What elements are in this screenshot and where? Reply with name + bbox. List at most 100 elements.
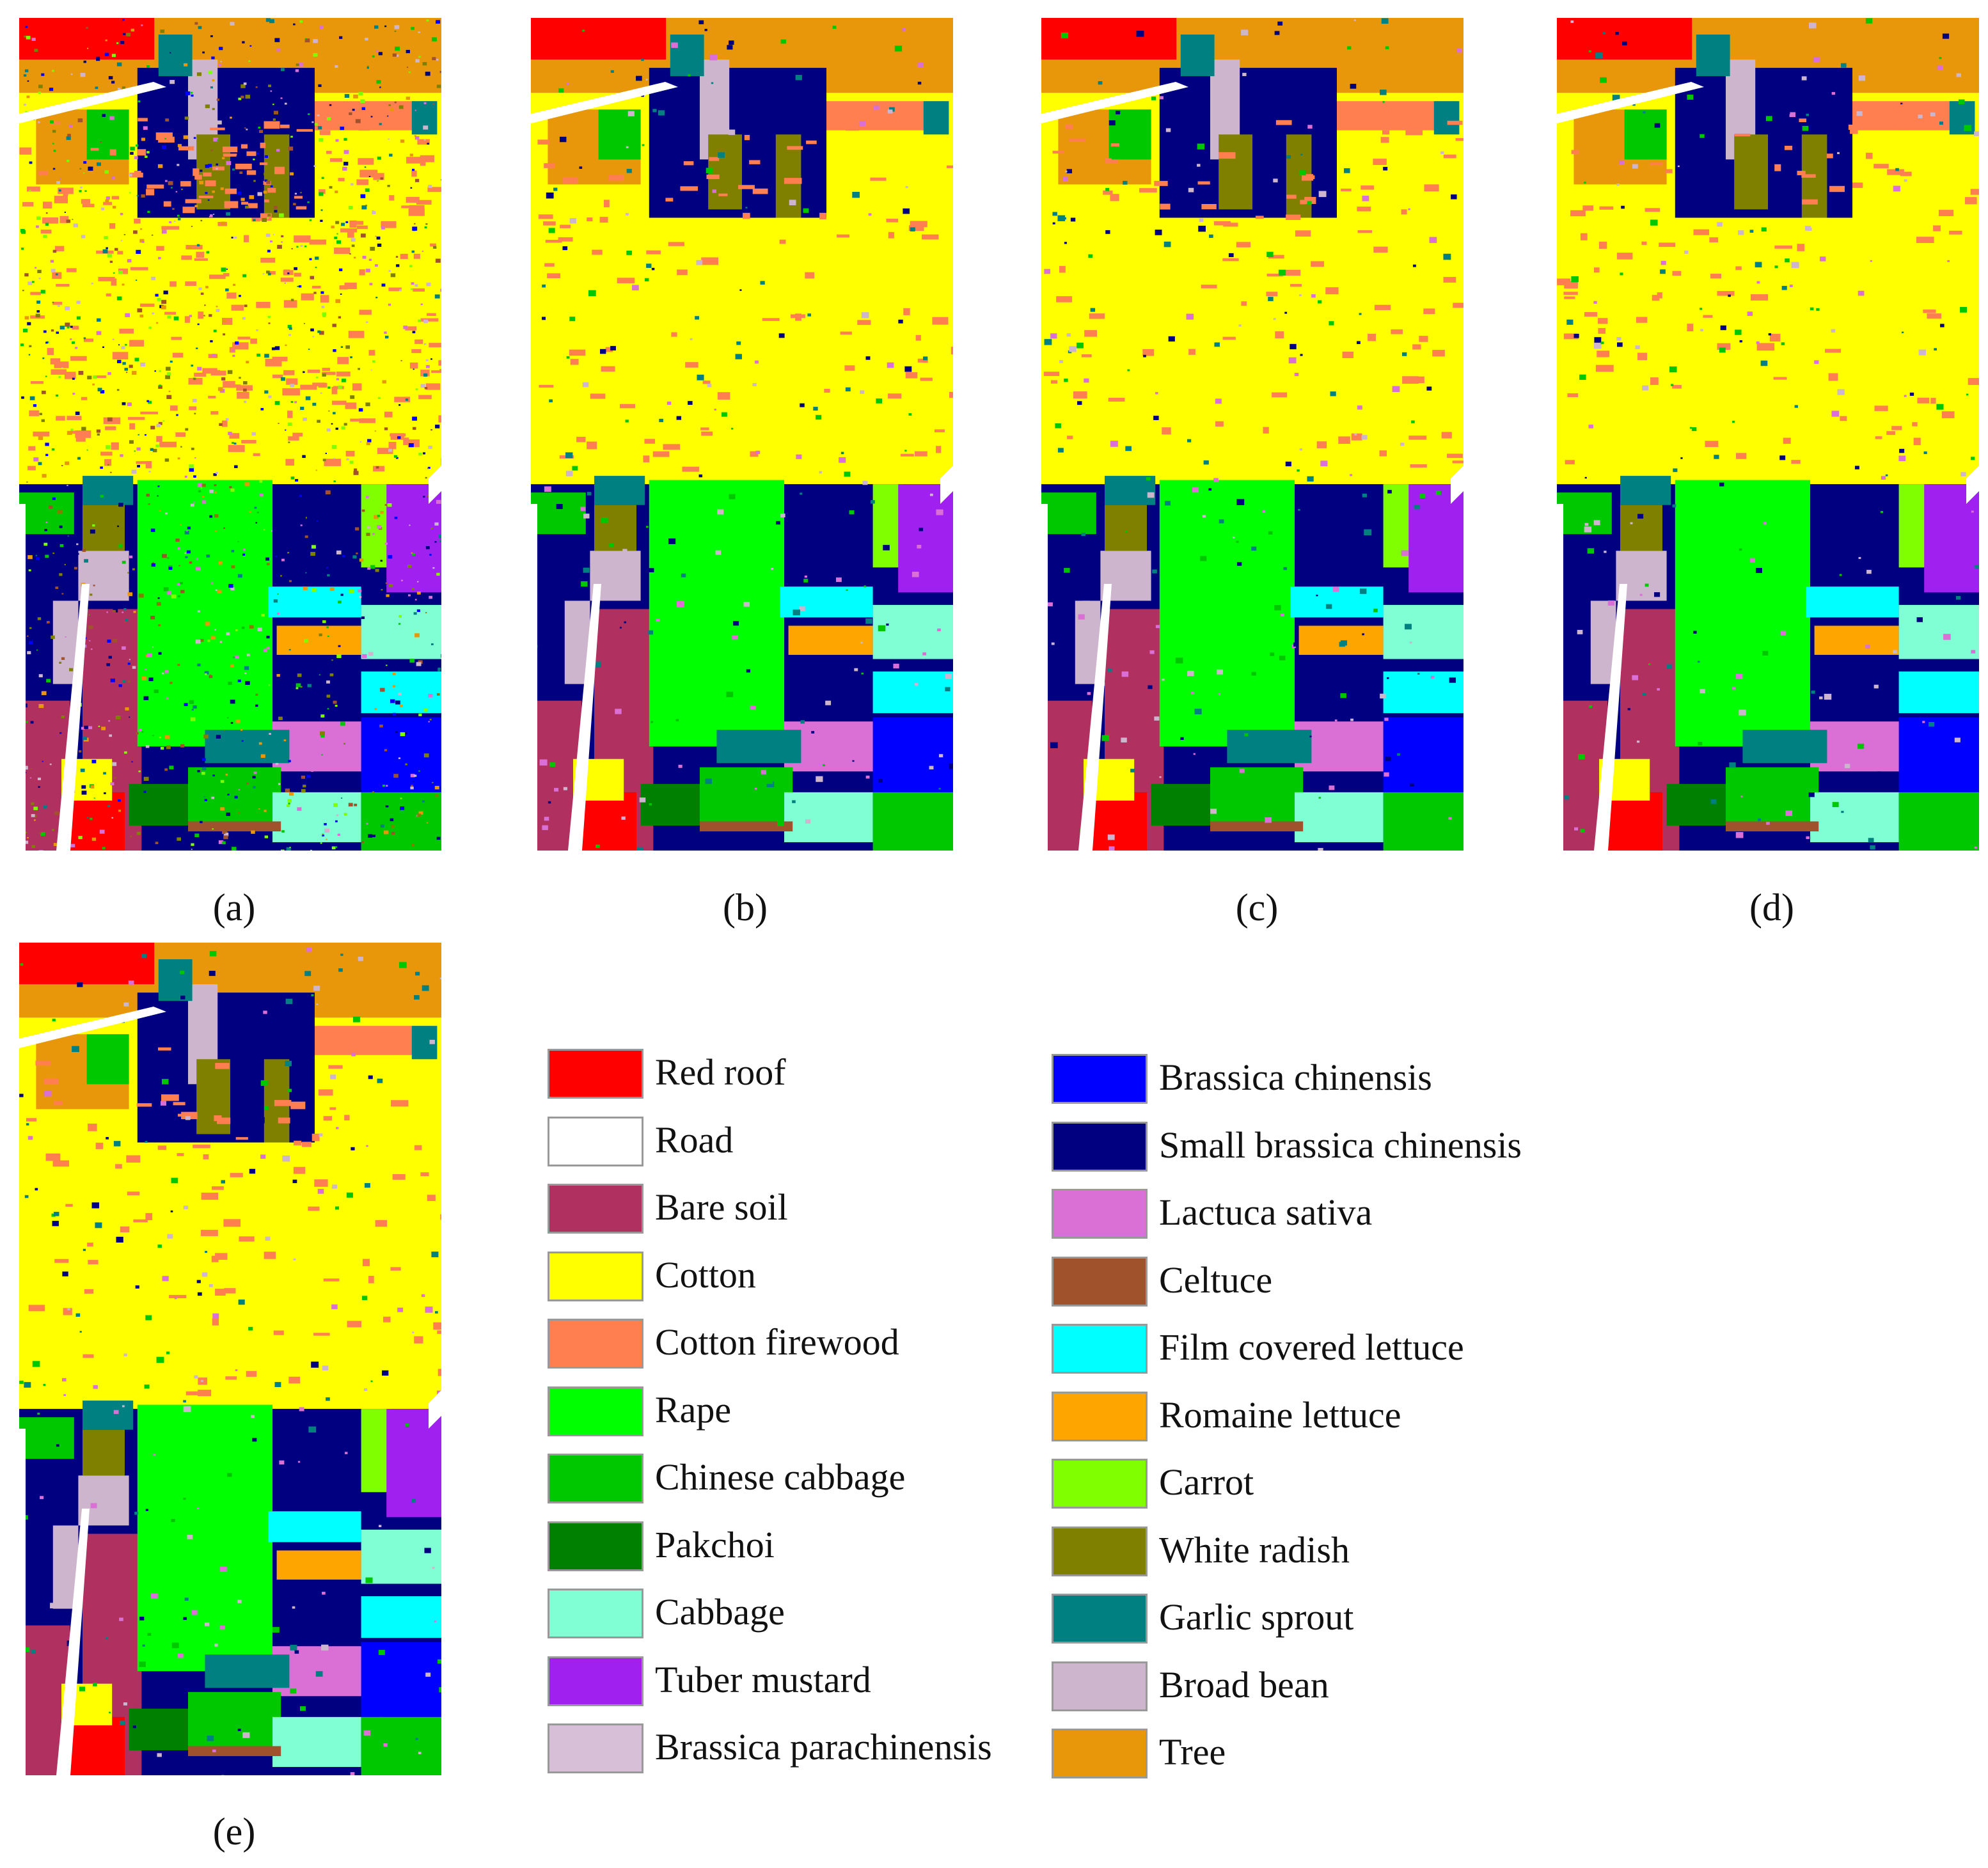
map-region — [358, 158, 374, 165]
map-region — [700, 767, 793, 826]
map-region — [1660, 269, 1666, 274]
map-region — [274, 401, 280, 405]
legend-label: Tuber mustard — [655, 1658, 871, 1700]
map-region — [146, 184, 164, 189]
map-region — [327, 117, 331, 121]
map-region — [83, 737, 88, 741]
map-region — [343, 813, 347, 816]
map-region — [159, 441, 177, 448]
map-region — [598, 109, 641, 160]
map-region — [70, 844, 75, 847]
map-region — [394, 25, 400, 29]
map-region — [1090, 308, 1096, 312]
map-region — [354, 468, 358, 471]
map-region — [878, 625, 886, 632]
map-region — [136, 447, 141, 451]
map-region — [1242, 72, 1247, 77]
map-region — [1374, 304, 1391, 310]
map-region — [154, 370, 157, 372]
map-region — [23, 765, 28, 770]
map-region — [222, 157, 225, 160]
map-region — [1268, 255, 1284, 259]
map-region — [560, 224, 571, 228]
map-region — [83, 476, 134, 505]
map-region — [102, 114, 106, 117]
map-region — [212, 1313, 219, 1319]
map-region — [410, 774, 415, 778]
map-region — [173, 220, 176, 223]
map-region — [1419, 494, 1426, 498]
map-region — [116, 1236, 123, 1243]
map-region — [411, 785, 413, 787]
map-region — [583, 567, 590, 573]
map-region — [212, 354, 216, 357]
map-region — [349, 589, 354, 593]
map-region — [150, 528, 155, 532]
map-region — [1870, 260, 1872, 262]
map-region — [52, 301, 63, 305]
map-region — [386, 785, 388, 787]
map-region — [622, 549, 627, 553]
map-region — [37, 121, 40, 123]
map-region — [1728, 294, 1731, 297]
map-region — [730, 427, 734, 430]
map-region — [72, 377, 75, 380]
map-region — [235, 1369, 238, 1372]
map-region — [936, 446, 942, 453]
map-region — [54, 246, 65, 251]
map-region — [154, 78, 159, 82]
map-region — [180, 744, 185, 748]
map-region — [1432, 350, 1445, 357]
map-region — [340, 954, 343, 956]
map-region — [313, 292, 317, 294]
map-region — [155, 58, 159, 61]
map-region — [19, 1380, 24, 1385]
map-region — [428, 694, 433, 698]
map-region — [429, 718, 432, 721]
map-region — [750, 705, 756, 710]
map-region — [189, 700, 194, 704]
map-region — [1577, 648, 1580, 651]
map-region — [420, 370, 430, 377]
map-region — [308, 1206, 320, 1211]
map-region — [312, 1133, 320, 1142]
map-region — [191, 849, 193, 850]
map-region — [202, 370, 221, 374]
map-region — [384, 542, 388, 545]
map-region — [216, 168, 218, 170]
map-region — [352, 555, 357, 559]
map-region — [364, 166, 367, 168]
map-region — [101, 66, 106, 70]
map-region — [777, 820, 784, 826]
map-region — [205, 164, 210, 168]
map-region — [340, 293, 342, 295]
map-region — [1781, 286, 1787, 290]
map-region — [123, 1002, 129, 1007]
map-region — [104, 792, 106, 794]
map-region — [1278, 269, 1286, 276]
map-region — [372, 533, 375, 535]
map-region — [420, 155, 434, 162]
map-region — [1929, 722, 1935, 727]
map-region — [288, 436, 299, 441]
map-region — [872, 671, 953, 714]
map-region — [299, 1706, 306, 1711]
map-region — [1210, 821, 1304, 832]
map-region — [237, 191, 242, 195]
map-region — [65, 306, 70, 311]
map-region — [945, 673, 952, 679]
map-region — [178, 146, 194, 151]
map-region — [170, 1210, 173, 1213]
map-region — [604, 200, 610, 208]
map-region — [272, 1716, 361, 1767]
map-region — [743, 212, 750, 219]
map-region — [166, 372, 171, 376]
map-region — [432, 1567, 435, 1569]
map-region — [1808, 792, 1815, 797]
map-region — [226, 632, 230, 636]
map-region — [237, 812, 241, 814]
map-region — [283, 300, 297, 308]
map-region — [361, 717, 441, 792]
map-region — [1329, 321, 1334, 326]
map-region — [1411, 420, 1415, 423]
